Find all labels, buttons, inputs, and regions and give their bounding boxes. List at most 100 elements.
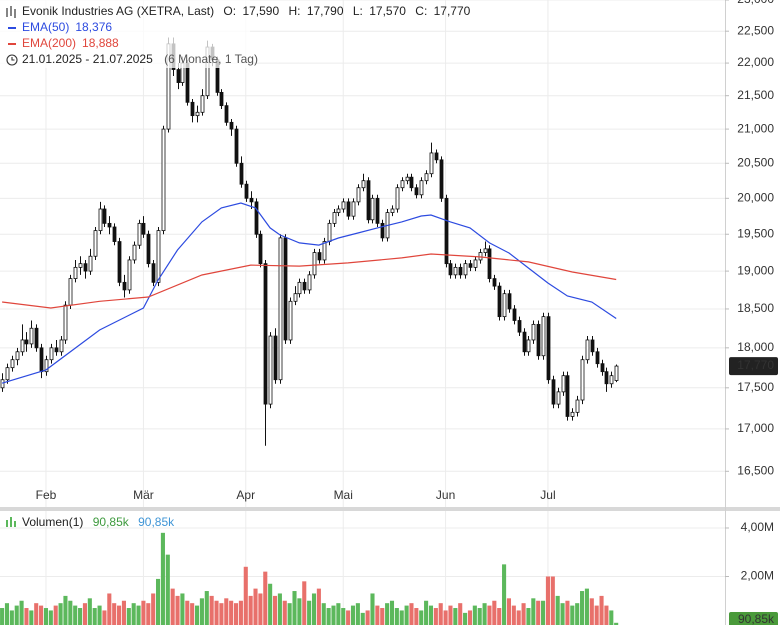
volume-bar [511, 605, 516, 625]
candle-body [102, 208, 107, 224]
volume-bar [472, 605, 477, 625]
legend-title-row: Evonik Industries AG (XETRA, Last) O: 17… [22, 4, 471, 18]
volume-bar [589, 598, 594, 625]
candle-body [229, 121, 234, 130]
candle-body [146, 233, 151, 265]
volume-bar [414, 608, 419, 625]
candle-body [483, 248, 488, 253]
volume-bar [550, 576, 555, 625]
candle-body [185, 62, 190, 103]
volume-bar [156, 578, 161, 625]
candle-body [497, 285, 502, 318]
y-tick-label: 18,500 [737, 301, 774, 315]
x-tick-label: Jun [436, 488, 455, 502]
candle-body [283, 237, 288, 341]
ohlc-label: H: [288, 4, 300, 18]
candle-body [88, 255, 93, 272]
volume-bar [39, 605, 44, 625]
volume-bar [492, 600, 497, 625]
volume-bar [541, 600, 546, 625]
volume-bar [175, 595, 180, 625]
volume-bar [248, 595, 253, 625]
candle-body [487, 248, 492, 279]
volume-bar [424, 600, 429, 625]
volume-bar [599, 595, 604, 625]
volume-bar [555, 595, 560, 625]
candle-body [536, 323, 541, 357]
candle-body [254, 201, 259, 235]
volume-bar [43, 608, 49, 625]
candle-body [346, 201, 351, 217]
candle-body [20, 339, 25, 353]
volume-bar [570, 605, 575, 625]
candle-body [73, 266, 78, 279]
volume-bar [487, 605, 492, 625]
volume-bar [34, 603, 39, 625]
volume-bar [467, 610, 473, 625]
candle-body [249, 197, 254, 203]
volume-bar [521, 603, 526, 625]
candle-body [356, 187, 361, 203]
volume-bar [24, 608, 29, 625]
candle-body [414, 187, 419, 196]
volume-bar [580, 591, 585, 625]
candle-body [307, 274, 312, 291]
x-tick-label: Jul [540, 488, 555, 502]
candle-body [551, 379, 556, 405]
volume-icon [6, 517, 16, 527]
axis: 16,500 17,000 17,500 18,000 18,500 19,000 19,5… [36, 0, 778, 630]
candle-body [59, 339, 64, 353]
legend-value: 18,888 [82, 36, 119, 50]
volume-bar [307, 600, 312, 625]
volume-bar [419, 610, 424, 625]
panel-separator [0, 507, 780, 511]
candle-body [273, 335, 278, 381]
volume-bar [87, 598, 92, 625]
candle-body [224, 105, 229, 123]
volume-bar [243, 566, 248, 625]
ohlc-value: 17,590 [242, 4, 279, 18]
volume-bar [584, 588, 589, 625]
volume-bar [321, 603, 326, 625]
legend-value: 18,376 [75, 20, 112, 34]
volume-bar [29, 610, 34, 625]
volume-bar [389, 600, 395, 625]
candle-body [395, 187, 400, 210]
volume-bar [9, 610, 14, 625]
volume-bar [365, 610, 370, 625]
candle-body [351, 201, 356, 217]
volume-bar [316, 588, 321, 625]
volume-bar [394, 608, 399, 625]
volume-bar [107, 593, 112, 625]
volume-bar [399, 610, 404, 625]
candle-body [463, 263, 468, 276]
candle-body [239, 162, 244, 185]
y-tick-label: 21,500 [737, 88, 774, 102]
candle-body [600, 363, 605, 373]
candle-body [444, 197, 449, 265]
candle-body [390, 208, 395, 213]
last-price-label: 17,770 [737, 358, 774, 372]
candle-body [561, 375, 566, 393]
candle-body [595, 351, 600, 365]
y-tick-label: 19,000 [737, 263, 774, 277]
candle-body [434, 152, 439, 161]
volume-bar [146, 603, 151, 625]
volume-bar [170, 588, 175, 625]
volume-bar [112, 603, 117, 625]
candle-body [244, 183, 249, 199]
candle-body [405, 176, 410, 182]
candle-body [341, 201, 346, 210]
candle-body [507, 293, 512, 310]
volume-bar [502, 564, 507, 625]
volume-bar [92, 608, 97, 625]
volume-bar [433, 608, 438, 625]
volume-bar [258, 593, 263, 625]
volume-bar [238, 600, 243, 625]
y-tick-label: 18,000 [737, 340, 774, 354]
candle-body [585, 339, 590, 361]
x-tick-label: Feb [36, 488, 57, 502]
y-tick-label: 19,500 [737, 226, 774, 240]
candle-body [78, 263, 83, 268]
